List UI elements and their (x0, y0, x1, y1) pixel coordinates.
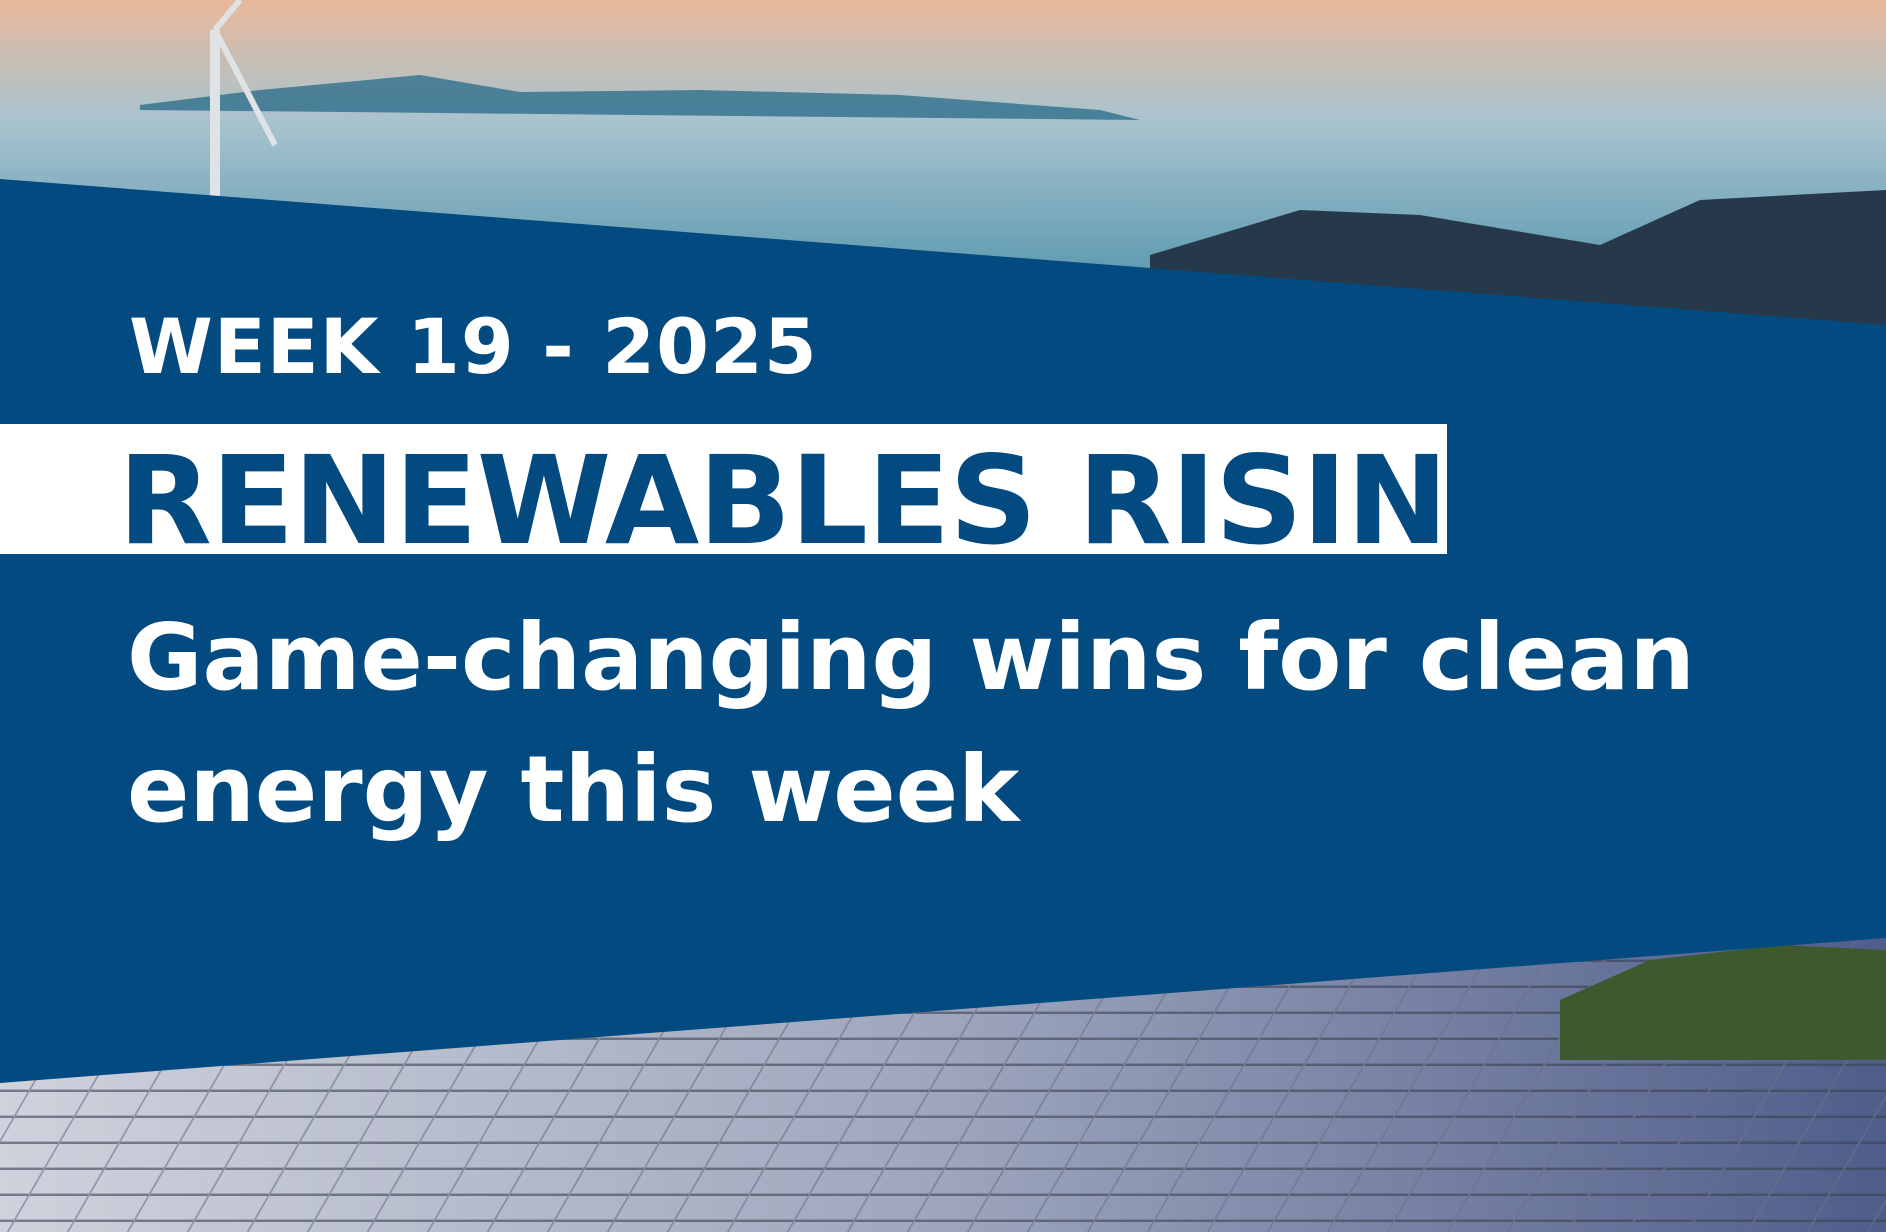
subtitle: Game-changing wins for clean energy this… (127, 592, 1727, 856)
subtitle-line-1: Game-changing wins for clean (127, 604, 1695, 711)
subtitle-line-2: energy this week (127, 736, 1020, 843)
trees (1560, 945, 1886, 1060)
week-label: WEEK 19 - 2025 (129, 302, 818, 391)
page-title: RENEWABLES RISING (118, 430, 1547, 572)
mountain-silhouette (140, 75, 1140, 120)
blue-banner (0, 179, 1886, 1083)
title-box: RENEWABLES RISING (0, 424, 1547, 572)
wind-turbine-icon (210, 0, 278, 200)
